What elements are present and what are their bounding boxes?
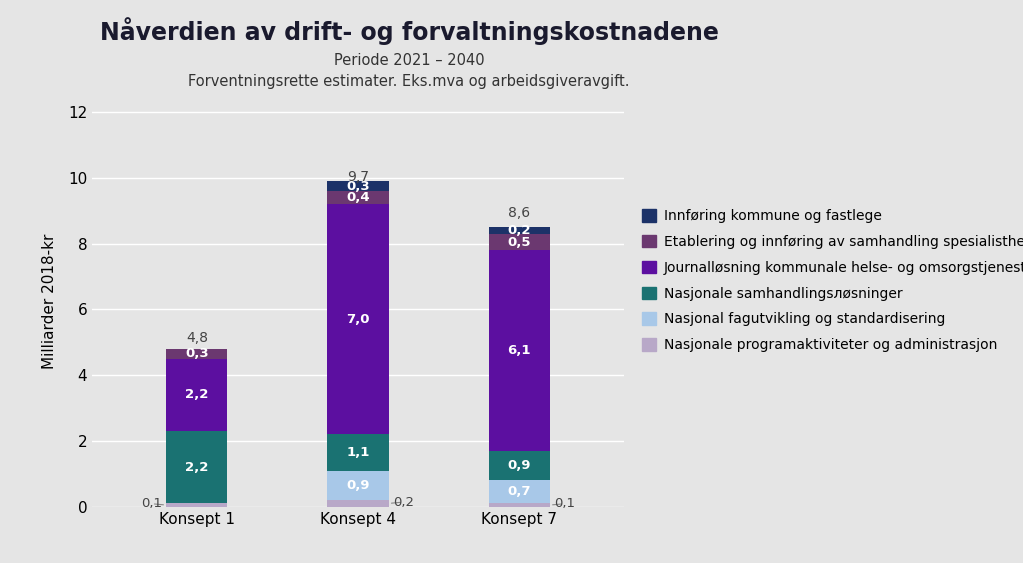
Text: 0,2: 0,2 [507,224,531,237]
Bar [327,500,389,507]
Text: 0,9: 0,9 [347,479,369,492]
Bar [489,227,550,234]
Legend: Innføring kommune og fastlege, Etablering og innføring av samhandling spesialist: Innføring kommune og fastlege, Etablerin… [641,209,1023,352]
Bar [489,250,550,451]
Text: 7,0: 7,0 [347,313,369,326]
Text: 0,1: 0,1 [141,497,163,510]
Text: Forventningsrette estimater. Eks.mva og arbeidsgiveravgift.: Forventningsrette estimater. Eks.mva og … [188,74,630,90]
Text: 9,7: 9,7 [347,170,369,184]
Text: 0,2: 0,2 [393,495,413,508]
Text: 8,6: 8,6 [508,206,530,220]
Bar [166,503,227,507]
Text: 0,5: 0,5 [507,235,531,248]
Text: 0,3: 0,3 [185,347,209,360]
Text: 0,1: 0,1 [553,497,575,510]
Bar [166,431,227,503]
Text: 0,4: 0,4 [346,191,370,204]
Bar [489,480,550,503]
Text: Periode 2021 – 2040: Periode 2021 – 2040 [333,53,485,69]
Text: 0,3: 0,3 [346,180,370,193]
Bar [327,471,389,500]
Bar [489,451,550,480]
Bar [327,181,389,191]
Bar [489,234,550,250]
Text: 2,2: 2,2 [185,388,209,401]
Bar [166,359,227,431]
Bar [489,503,550,507]
Text: 1,1: 1,1 [347,446,369,459]
Text: 0,7: 0,7 [507,485,531,498]
Text: 4,8: 4,8 [186,331,208,345]
Bar [327,204,389,435]
Bar [327,435,389,471]
Text: Nåverdien av drift- og forvaltningskostnadene: Nåverdien av drift- og forvaltningskostn… [100,17,718,45]
Bar [166,349,227,359]
Text: 2,2: 2,2 [185,461,209,473]
Bar [327,191,389,204]
Y-axis label: Milliarder 2018-kr: Milliarder 2018-kr [42,234,57,369]
Text: 0,9: 0,9 [507,459,531,472]
Text: 6,1: 6,1 [507,344,531,357]
